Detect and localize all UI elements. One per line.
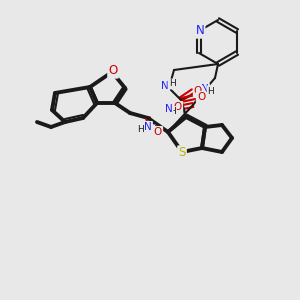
- Text: H: H: [169, 107, 176, 116]
- Text: O: O: [194, 86, 202, 96]
- Text: H: H: [136, 125, 143, 134]
- Text: N: N: [201, 84, 209, 94]
- Text: N: N: [196, 25, 204, 38]
- Text: O: O: [154, 127, 162, 137]
- Text: O: O: [197, 92, 205, 102]
- Text: H: H: [208, 86, 214, 95]
- Text: S: S: [178, 146, 186, 160]
- Text: N: N: [161, 81, 169, 91]
- Text: H: H: [148, 125, 155, 134]
- Text: O: O: [108, 64, 118, 77]
- Text: H: H: [169, 80, 176, 88]
- Text: N: N: [144, 125, 152, 135]
- Text: N: N: [144, 122, 152, 132]
- Text: N: N: [165, 104, 172, 115]
- Text: O: O: [174, 102, 182, 112]
